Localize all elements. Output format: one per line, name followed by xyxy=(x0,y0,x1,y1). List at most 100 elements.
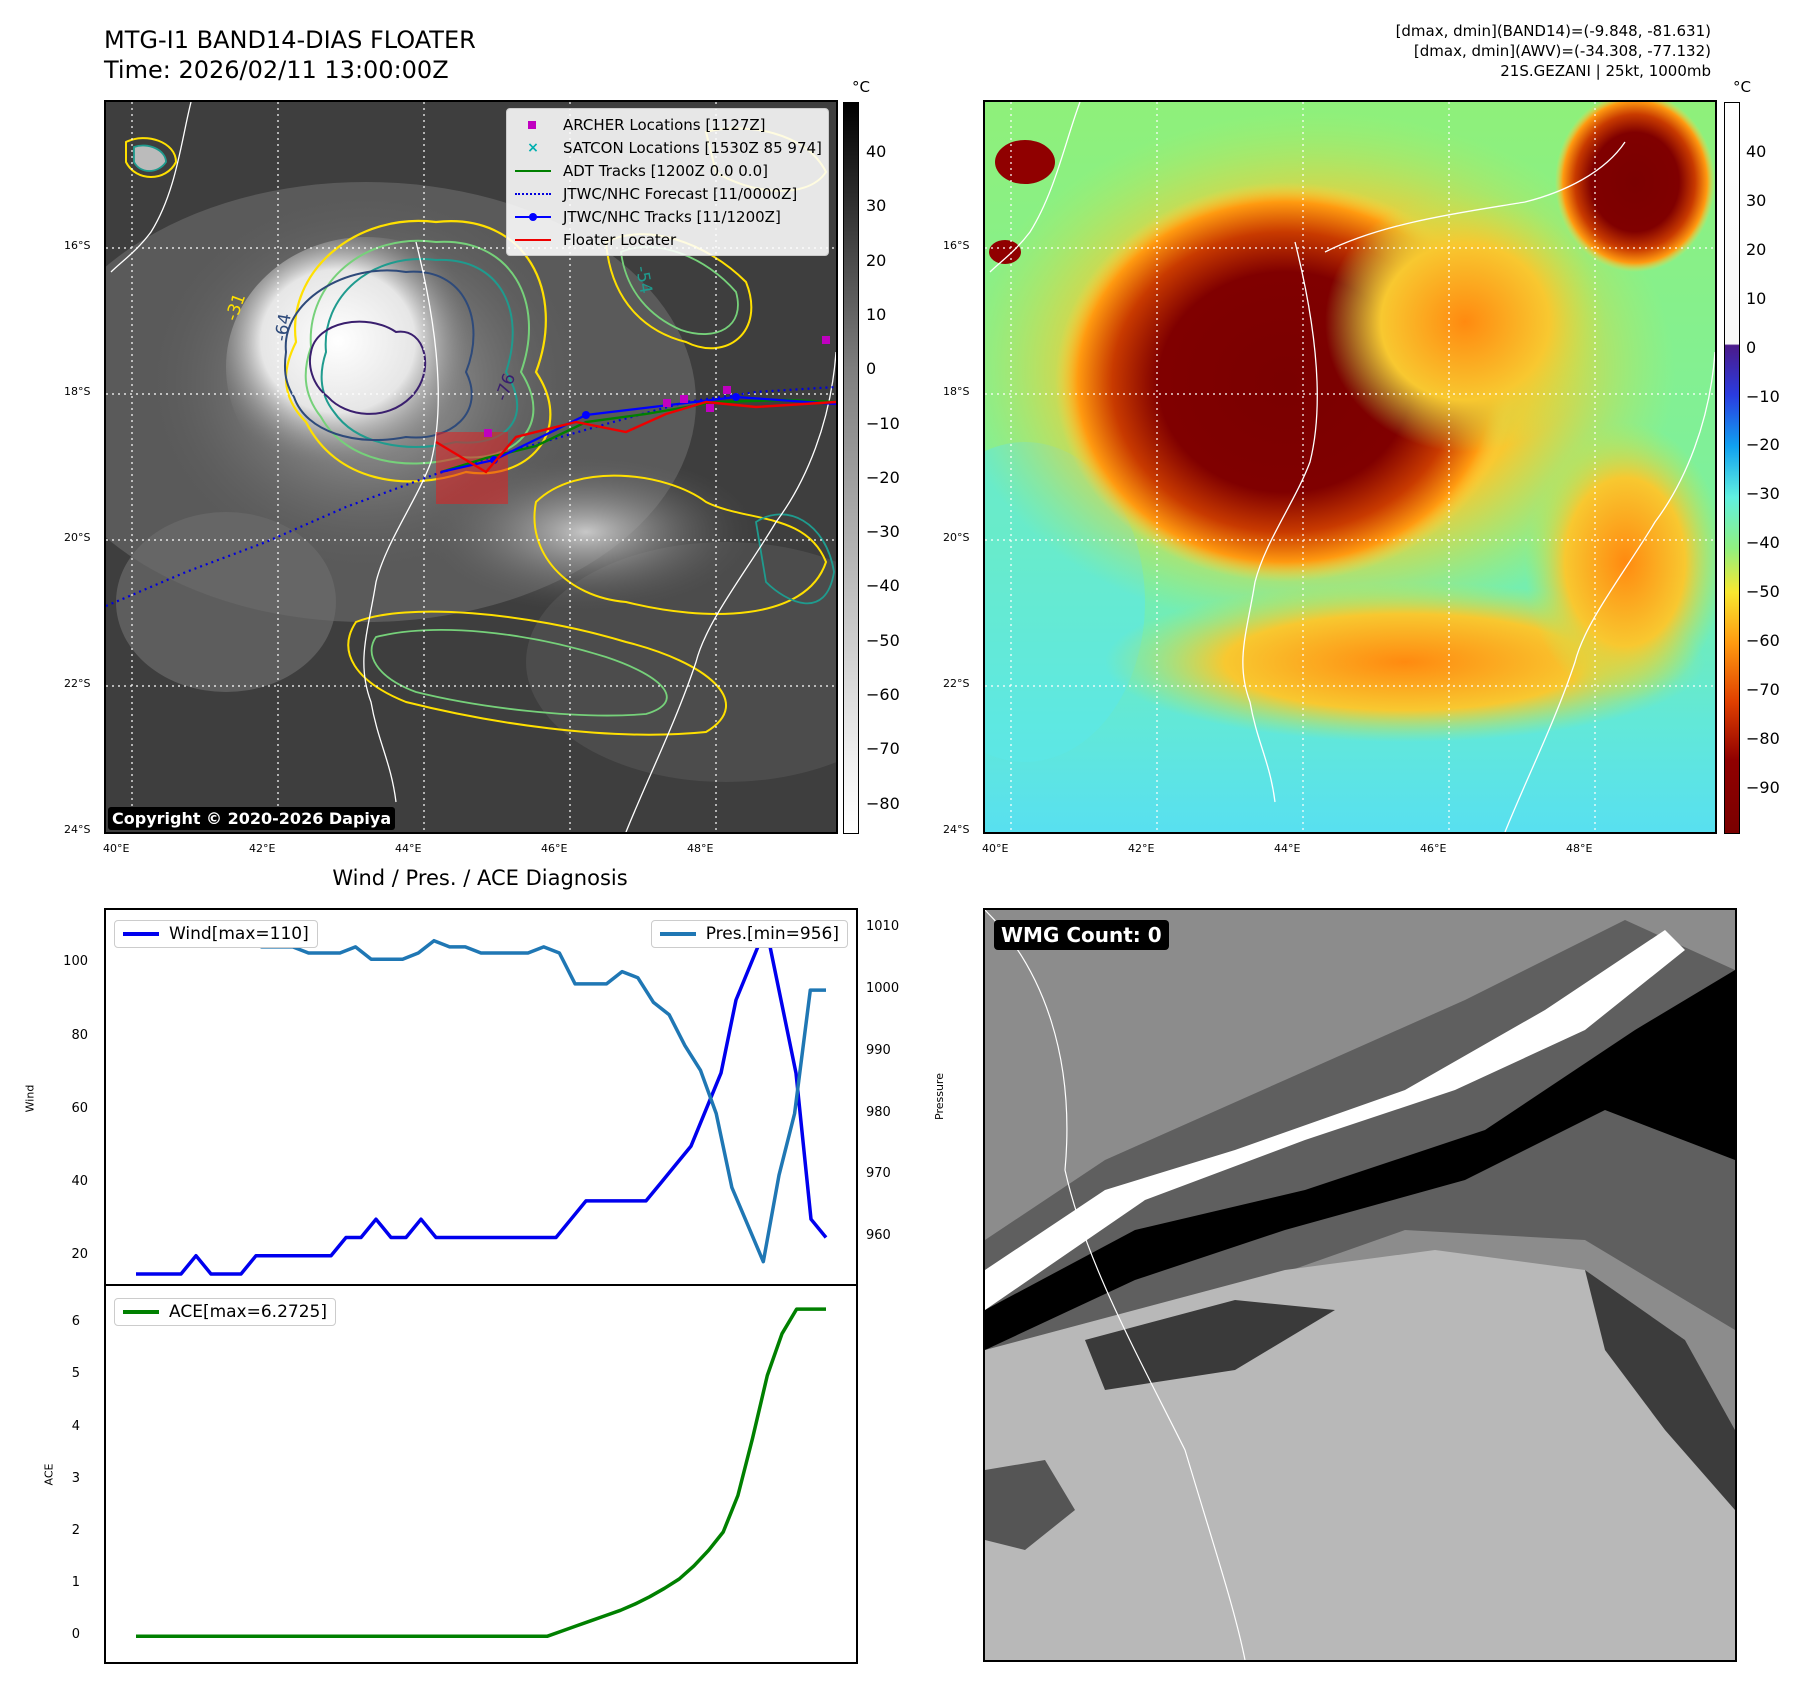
colorbar-tick: 10 xyxy=(866,304,887,324)
legend-floater: Floater Locater xyxy=(513,228,822,251)
colorbar-tick: 20 xyxy=(1746,239,1767,259)
colorbar-tick: −10 xyxy=(866,413,900,433)
colorbar-gray xyxy=(843,102,859,834)
lat-tick: 18°S xyxy=(64,385,91,398)
lon-tick: 44°E xyxy=(1274,842,1301,855)
stat-band14: [dmax, dmin](BAND14)=(-9.848, -81.631) xyxy=(1395,22,1711,40)
stat-storm: 21S.GEZANI | 25kt, 1000mb xyxy=(1500,62,1711,80)
lon-tick: 42°E xyxy=(249,842,276,855)
wmg-image xyxy=(985,910,1735,1660)
colorbar-tick: −60 xyxy=(866,685,900,704)
lon-tick: 46°E xyxy=(1420,842,1447,855)
line-dot-icon xyxy=(513,208,553,226)
pressure-ytick: 970 xyxy=(866,1166,891,1182)
colorbar-color xyxy=(1724,102,1740,834)
colorbar-tick: −90 xyxy=(1746,777,1780,797)
line-marker-icon xyxy=(513,231,553,249)
lon-tick: 40°E xyxy=(103,842,130,855)
contour-label-64: -64 xyxy=(271,312,296,343)
lat-tick: 18°S xyxy=(943,385,970,398)
band14-legend: ARCHER Locations [1127Z] × SATCON Locati… xyxy=(506,108,829,256)
colorbar-tick: −60 xyxy=(1746,631,1780,650)
lat-tick: 20°S xyxy=(64,531,91,544)
ace-series-line xyxy=(136,1307,826,1639)
lat-tick: 22°S xyxy=(64,677,91,690)
colorbar-tick: −50 xyxy=(866,630,900,650)
band14-map-panel: -31 -64 -76 -54 ARCHER Locations [1127Z]… xyxy=(104,100,838,834)
legend-satcon: × SATCON Locations [1530Z 85 974] xyxy=(513,136,822,159)
colorbar-gray-unit: °C xyxy=(852,78,870,96)
awv-map xyxy=(985,102,1715,832)
lon-tick: 40°E xyxy=(982,842,1009,855)
colorbar-tick: −80 xyxy=(866,793,900,813)
colorbar-tick: 30 xyxy=(866,196,887,216)
wind-legend: Wind[max=110] xyxy=(114,920,318,948)
ace-plot xyxy=(136,1307,826,1639)
lat-tick: 22°S xyxy=(943,677,970,690)
contour-label-54: -54 xyxy=(631,264,656,295)
copyright-badge: Copyright © 2020-2026 Dapiya xyxy=(108,807,396,830)
colorbar-tick: 40 xyxy=(866,142,887,161)
dotted-line-icon xyxy=(513,185,553,203)
colorbar-tick: −40 xyxy=(1746,533,1780,553)
wind-ytick: 100 xyxy=(63,954,88,970)
lat-tick: 24°S xyxy=(64,823,91,836)
wind-ytick: 60 xyxy=(71,1100,88,1116)
colorbar-tick: −20 xyxy=(1746,435,1780,455)
colorbar-tick: −20 xyxy=(866,467,900,487)
ace-panel: ACE[max=6.2725] xyxy=(104,1284,858,1664)
lon-tick: 46°E xyxy=(541,842,568,855)
pressure-ylabel: Pressure xyxy=(932,1073,946,1120)
colorbar-tick: −30 xyxy=(866,522,900,542)
lon-tick: 48°E xyxy=(687,842,714,855)
legend-archer: ARCHER Locations [1127Z] xyxy=(513,113,822,136)
pressure-legend: Pres.[min=956] xyxy=(650,920,848,948)
ace-ytick: 0 xyxy=(71,1627,80,1643)
colorbar-tick: −10 xyxy=(1746,386,1780,406)
lat-tick: 20°S xyxy=(943,531,970,544)
colorbar-tick: −40 xyxy=(866,576,900,596)
wmg-count-badge: WMG Count: 0 xyxy=(994,920,1169,950)
wind-ylabel: Wind xyxy=(23,1084,37,1113)
ace-ytick: 2 xyxy=(71,1523,80,1538)
ace-ytick: 5 xyxy=(71,1366,80,1382)
wind-ytick: 20 xyxy=(71,1246,88,1262)
pressure-ytick: 1000 xyxy=(866,981,900,997)
lat-tick: 24°S xyxy=(943,823,970,836)
lon-tick: 42°E xyxy=(1128,842,1155,855)
x-marker-icon: × xyxy=(527,139,539,156)
colorbar-tick: −30 xyxy=(1746,484,1780,504)
wind-ytick: 40 xyxy=(71,1173,88,1189)
figure-title: MTG-I1 BAND14-DIAS FLOATER xyxy=(104,26,476,54)
wind-line-icon xyxy=(123,932,159,936)
legend-jtwc-forecast: JTWC/NHC Forecast [11/0000Z] xyxy=(513,182,822,205)
square-marker-icon xyxy=(513,116,553,134)
stat-awv: [dmax, dmin](AWV)=(-34.308, -77.132) xyxy=(1413,42,1711,60)
pressure-ytick: 990 xyxy=(866,1042,891,1058)
pressure-ytick: 960 xyxy=(866,1227,891,1243)
colorbar-tick: 40 xyxy=(1746,142,1767,161)
diagnosis-title: Wind / Pres. / ACE Diagnosis xyxy=(332,866,628,890)
ace-ytick: 1 xyxy=(71,1575,80,1591)
lat-tick: 16°S xyxy=(64,239,91,252)
colorbar-color-unit: °C xyxy=(1733,78,1751,96)
awv-map-panel xyxy=(983,100,1717,834)
line-marker-icon xyxy=(513,162,553,180)
pressure-line-icon xyxy=(659,932,696,936)
pressure-series-line xyxy=(136,920,826,1264)
colorbar-tick: 20 xyxy=(866,250,887,270)
colorbar-tick: −70 xyxy=(1746,679,1780,699)
pressure-ytick: 980 xyxy=(866,1104,891,1120)
wind-series-line xyxy=(136,925,828,1276)
lon-tick: 44°E xyxy=(395,842,422,855)
wind-ytick: 80 xyxy=(71,1027,88,1043)
ace-line-icon xyxy=(123,1310,159,1314)
colorbar-tick: 10 xyxy=(1746,288,1767,308)
colorbar-tick: −50 xyxy=(1746,582,1780,602)
legend-adt: ADT Tracks [1200Z 0.0 0.0] xyxy=(513,159,822,182)
colorbar-tick: −80 xyxy=(1746,728,1780,748)
ace-ytick: 4 xyxy=(71,1418,80,1434)
lat-tick: 16°S xyxy=(943,239,970,252)
colorbar-tick: 30 xyxy=(1746,190,1767,210)
ace-legend: ACE[max=6.2725] xyxy=(114,1298,336,1326)
